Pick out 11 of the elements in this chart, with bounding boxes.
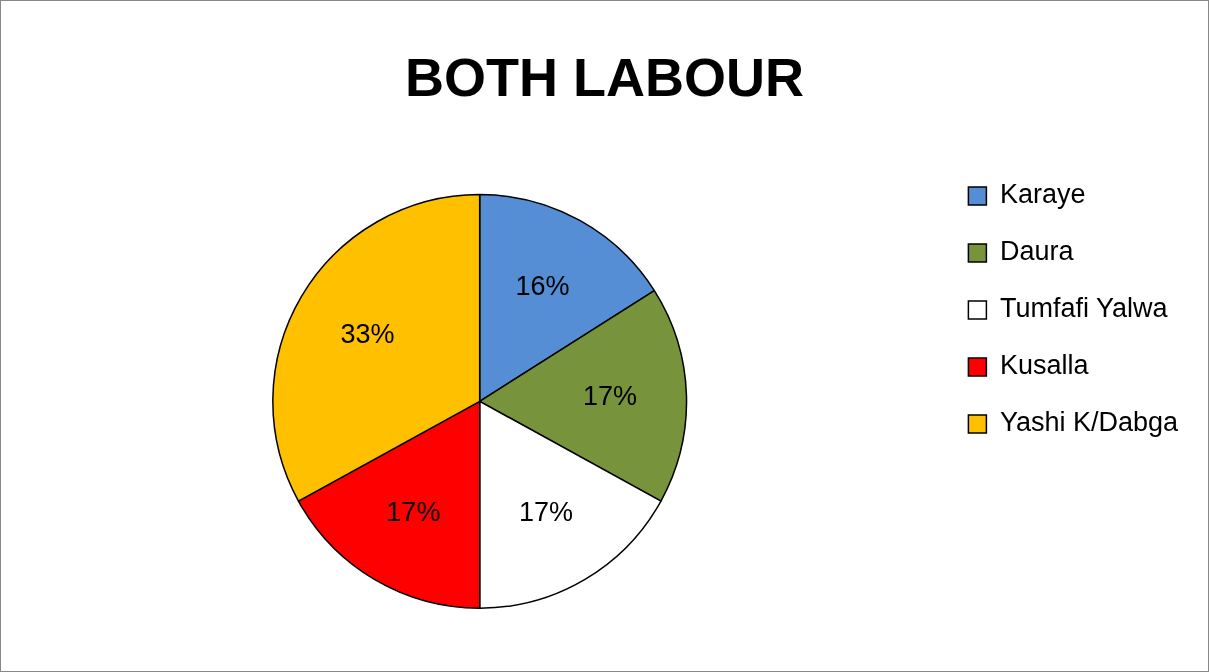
data-label: 33% xyxy=(340,318,395,349)
legend-label: Kusalla xyxy=(999,350,1090,381)
data-label: 17% xyxy=(519,497,574,528)
legend-label: Tumfafi Yalwa xyxy=(999,293,1169,324)
chart-title: BOTH LABOUR xyxy=(405,47,804,108)
data-label: 16% xyxy=(515,270,570,301)
data-label: 17% xyxy=(582,380,637,411)
legend-label: Yashi K/Dabga xyxy=(999,407,1179,438)
legend-label: Karaye xyxy=(999,179,1086,210)
data-label: 17% xyxy=(386,497,441,528)
legend-label: Daura xyxy=(999,236,1075,267)
